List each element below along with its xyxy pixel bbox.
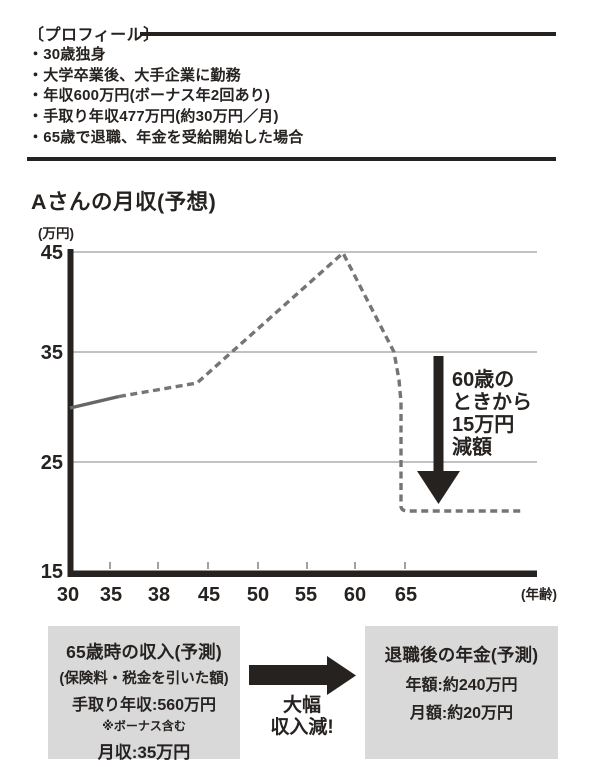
annotation-line: 60歳の bbox=[452, 367, 514, 391]
income-box-title: 65歳時の収入(予測) bbox=[66, 642, 222, 662]
y-axis bbox=[67, 249, 74, 577]
income-box-net-income: 手取り年収:560万円 bbox=[71, 697, 217, 714]
chart-title: Aさんの月収(予想) bbox=[31, 190, 217, 214]
x-axis bbox=[67, 570, 537, 577]
x-tick-55: 55 bbox=[295, 584, 317, 606]
gridlines bbox=[70, 251, 537, 463]
x-tick-marks bbox=[109, 562, 406, 569]
y-tick-35: 35 bbox=[41, 342, 63, 364]
income-box-subtitle: (保険料・税金を引いた額) bbox=[59, 671, 229, 687]
pension-box-annual: 年額:約240万円 bbox=[405, 677, 518, 694]
x-axis-unit-label: (年齢) bbox=[521, 586, 557, 602]
right-arrow-icon bbox=[249, 656, 356, 695]
income-drop-caption: 大幅 収入減! bbox=[240, 695, 364, 739]
income-box-bonus-note: ※ボーナス含む bbox=[102, 719, 186, 733]
down-arrow-head-icon bbox=[417, 471, 460, 504]
profile-top-rule bbox=[140, 32, 556, 36]
x-tick-65: 65 bbox=[395, 584, 417, 606]
profile-bullet: ・大学卒業後、大手企業に勤務 bbox=[28, 66, 241, 84]
pension-box-title: 退職後の年金(予測) bbox=[384, 645, 539, 665]
y-axis-unit-label: (万円) bbox=[38, 226, 74, 241]
y-tick-15: 15 bbox=[41, 561, 63, 583]
profile-heading: 〔プロフィール〕 bbox=[28, 27, 160, 44]
profile-bullet: ・年収600万円(ボーナス年2回あり) bbox=[28, 87, 271, 105]
profile-bullet: ・65歳で退職、年金を受給開始した場合 bbox=[28, 128, 304, 146]
income-line-solid-segment bbox=[69, 394, 120, 410]
pension-box-monthly: 月額:約20万円 bbox=[409, 705, 514, 722]
annotation-line: ときから bbox=[452, 391, 532, 414]
income-box-monthly: 月収:35万円 bbox=[97, 743, 191, 762]
income-drop-caption-line: 大幅 bbox=[282, 695, 321, 716]
annotation-line: 15万円 bbox=[452, 414, 514, 436]
x-tick-30: 30 bbox=[57, 584, 79, 606]
profile-bullet: ・手取り年収477万円(約30万円／月) bbox=[28, 108, 279, 126]
profile-bottom-rule bbox=[27, 157, 556, 161]
x-tick-60: 60 bbox=[344, 584, 366, 606]
x-tick-45: 45 bbox=[198, 584, 220, 606]
y-tick-45: 45 bbox=[41, 242, 63, 264]
profile-bullet: ・30歳独身 bbox=[28, 46, 106, 63]
annotation-line: 減額 bbox=[452, 435, 492, 459]
y-tick-25: 25 bbox=[41, 452, 63, 474]
income-line-chart: (万円) (年齢) 45 35 25 15 30 35 38 45 50 55 … bbox=[38, 226, 557, 606]
income-drop-caption-line: 収入減! bbox=[270, 717, 334, 738]
x-tick-38: 38 bbox=[148, 584, 170, 606]
x-tick-35: 35 bbox=[100, 584, 122, 606]
x-tick-50: 50 bbox=[247, 584, 269, 606]
income-at-65-box: 65歳時の収入(予測) (保険料・税金を引いた額) 手取り年収:560万円 ※ボ… bbox=[48, 626, 240, 762]
pension-box: 退職後の年金(予測) 年額:約240万円 月額:約20万円 bbox=[365, 626, 558, 759]
income-line-dashed-forecast bbox=[118, 250, 522, 513]
profile-bullet-list: ・30歳独身 ・大学卒業後、大手企業に勤務 ・年収600万円(ボーナス年2回あり… bbox=[28, 45, 548, 149]
